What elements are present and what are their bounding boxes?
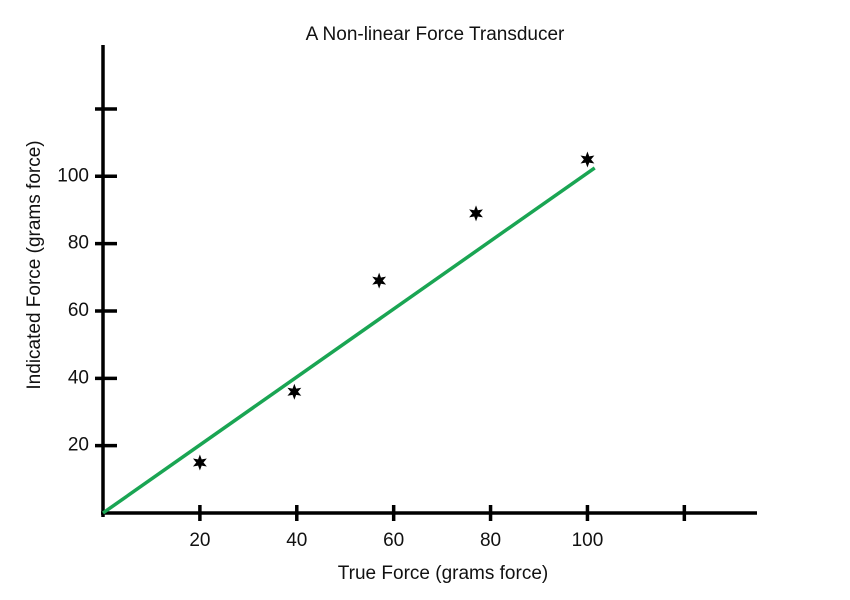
x-axis-label: True Force (grams force) <box>338 563 548 584</box>
y-tick-label: 100 <box>57 165 89 186</box>
y-axis-label: Indicated Force (grams force) <box>24 140 45 389</box>
x-tick-label: 100 <box>572 530 604 551</box>
y-tick-label: 80 <box>68 233 89 254</box>
data-point <box>580 151 595 168</box>
y-tick-label: 20 <box>68 435 89 456</box>
data-point <box>469 205 483 222</box>
fit-line <box>101 166 596 515</box>
x-tick-label: 60 <box>383 530 404 551</box>
data-point <box>192 454 207 471</box>
x-tick-label: 80 <box>480 530 501 551</box>
x-tick-label: 40 <box>286 530 307 551</box>
data-point <box>372 272 387 289</box>
y-tick-label: 60 <box>68 300 89 321</box>
chart-title: A Non-linear Force Transducer <box>306 24 565 45</box>
x-tick-label: 20 <box>189 530 210 551</box>
data-point <box>287 383 302 400</box>
y-tick-label: 40 <box>68 367 89 388</box>
